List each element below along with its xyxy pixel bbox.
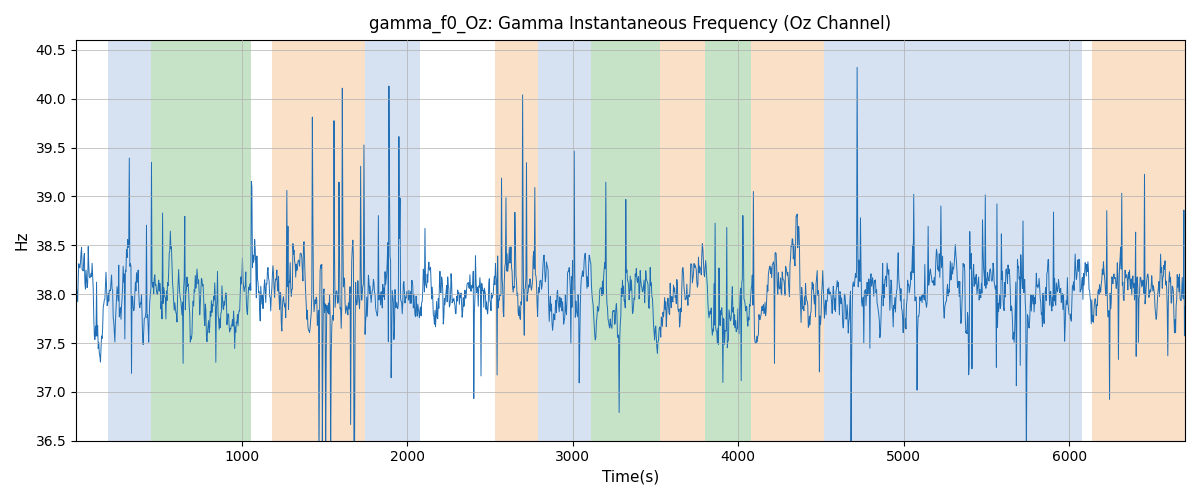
Bar	[1092, 40, 1186, 440]
Bar	[824, 40, 1082, 440]
X-axis label: Time(s): Time(s)	[602, 470, 659, 485]
Bar	[751, 40, 824, 440]
Bar	[108, 40, 150, 440]
Bar	[538, 40, 590, 440]
Bar	[660, 40, 704, 440]
Bar	[365, 40, 420, 440]
Y-axis label: Hz: Hz	[14, 230, 30, 250]
Bar	[704, 40, 751, 440]
Bar	[272, 40, 365, 440]
Bar	[590, 40, 660, 440]
Bar	[494, 40, 538, 440]
Bar	[150, 40, 252, 440]
Title: gamma_f0_Oz: Gamma Instantaneous Frequency (Oz Channel): gamma_f0_Oz: Gamma Instantaneous Frequen…	[370, 15, 892, 34]
